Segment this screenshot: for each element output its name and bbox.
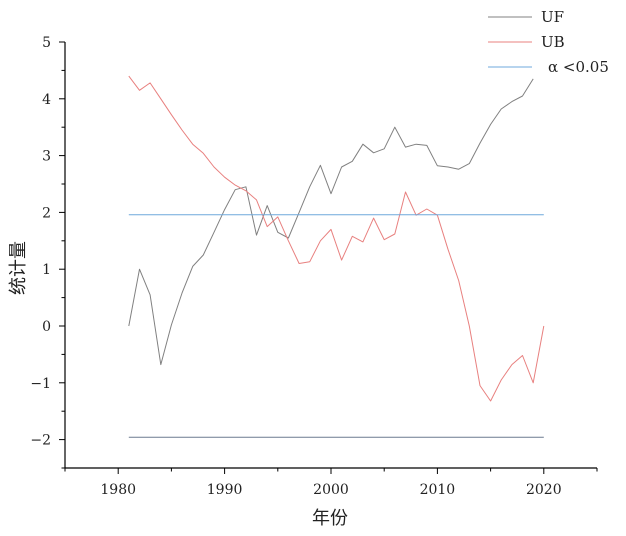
y-tick-label: 4 [42, 92, 51, 108]
y-tick-label: 3 [42, 149, 51, 165]
x-tick-label: 2020 [526, 482, 562, 498]
legend-label-ub: UB [541, 33, 565, 51]
y-tick-label: −1 [30, 376, 51, 392]
series-lines [128, 75, 545, 438]
y-tick-label: −2 [30, 433, 51, 449]
x-tick-label: 1980 [100, 482, 136, 498]
legend-label-uf: UF [541, 8, 564, 26]
y-axis-title: 统计量 [8, 241, 29, 295]
x-tick-label: 2000 [313, 482, 349, 498]
axes: 1980 1990 2000 2010 2020 −2 −1 0 1 2 3 4 5 [30, 35, 598, 498]
series-line-ub [128, 75, 545, 402]
x-tick-label: 2010 [420, 482, 456, 498]
y-tick-label: 2 [42, 205, 51, 221]
x-tick-label: 1990 [207, 482, 243, 498]
y-tick-label: 0 [42, 319, 51, 335]
legend: UF UB α <0.05 [488, 8, 609, 76]
series-line-uf [128, 78, 534, 366]
y-tick-label: 5 [42, 35, 51, 51]
legend-label-alpha: α <0.05 [548, 58, 609, 76]
x-axis-title: 年份 [312, 508, 348, 529]
y-tick-label: 1 [42, 262, 51, 278]
